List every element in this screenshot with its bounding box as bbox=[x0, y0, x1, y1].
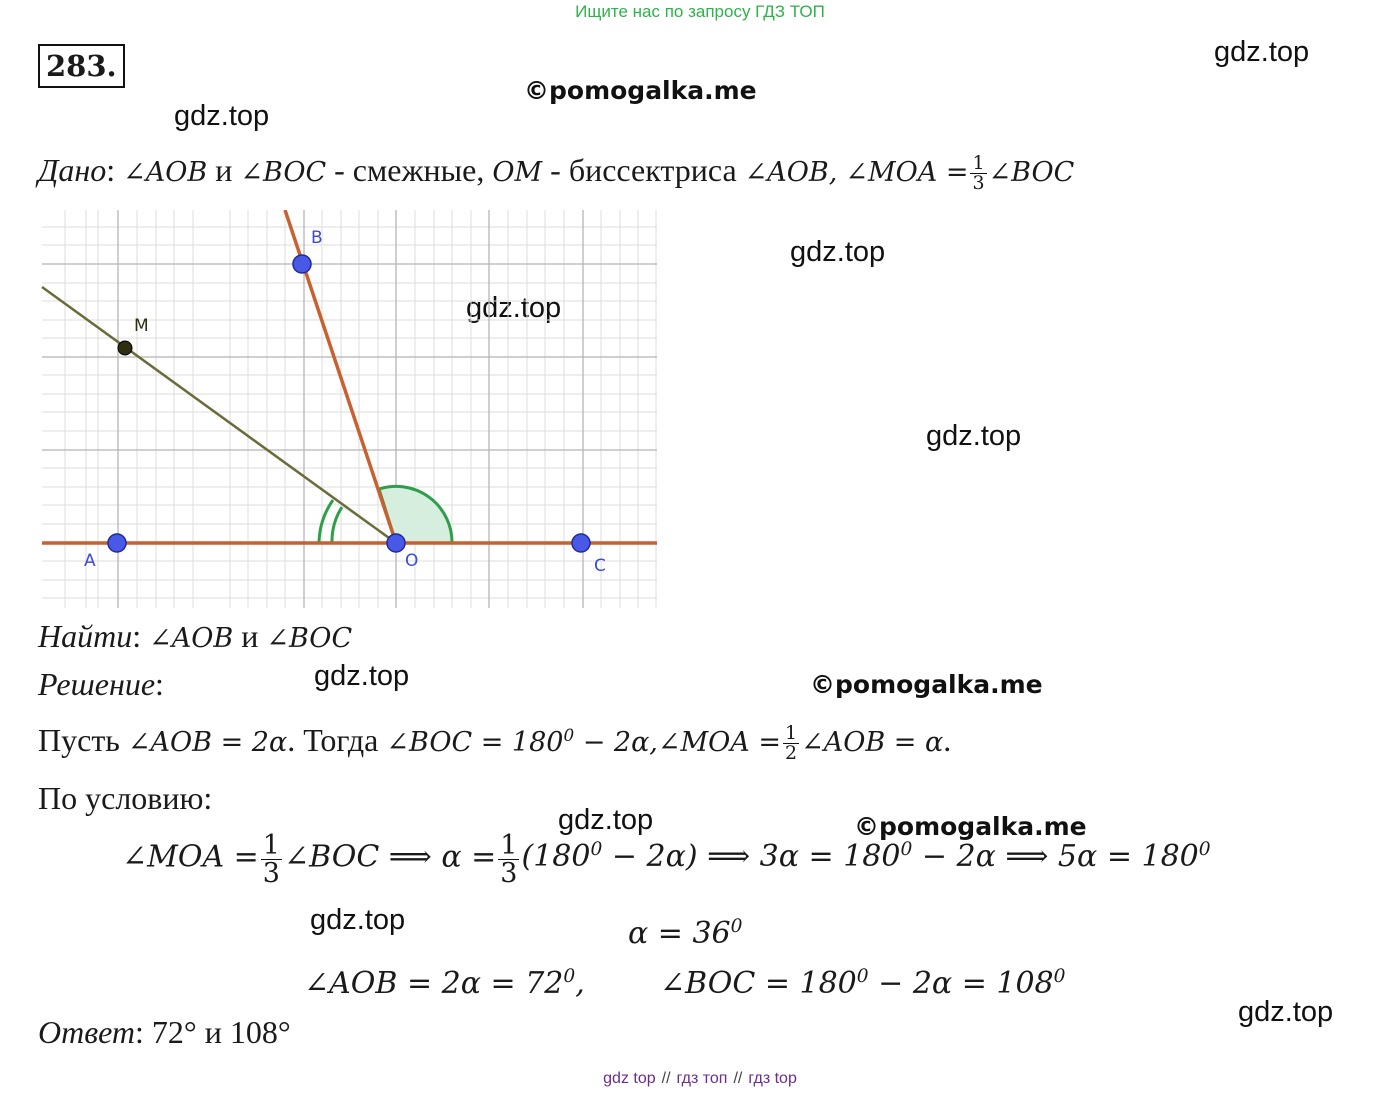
angle-aom-arc-outer bbox=[317, 499, 335, 544]
watermark-pomogalka: ©pomogalka.me bbox=[810, 670, 1043, 699]
label-m: M bbox=[134, 316, 149, 336]
equation-result-boc: ∠BOC = 1800 − 2α = 1080 bbox=[660, 966, 1066, 1001]
label-a: A bbox=[84, 551, 96, 571]
ray-om bbox=[41, 285, 397, 545]
label-b: B bbox=[311, 228, 323, 248]
geometry-figure: A O C B M bbox=[41, 210, 657, 608]
footer-links: gdz top//гдз топ//гдз top bbox=[603, 1070, 797, 1087]
equation-main: ∠MOA = 1 3 ∠BOC ⟹ α = 1 3 (1800 − 2α) ⟹ 3α = 1… bbox=[122, 830, 1211, 889]
label-o: O bbox=[405, 551, 418, 571]
watermark-gdz: gdz.top bbox=[558, 804, 654, 836]
watermark-gdz: gdz.top bbox=[926, 420, 1022, 452]
point-b bbox=[292, 254, 312, 274]
problem-number: 283. bbox=[38, 44, 125, 88]
footer-link-gdz-top[interactable]: gdz top bbox=[603, 1070, 656, 1087]
solution-let-line: Пусть ∠AOB = 2α. Тогда ∠BOC = 1800 − 2α,… bbox=[38, 722, 952, 765]
point-a bbox=[107, 533, 127, 553]
watermark-gdz: gdz.top bbox=[310, 904, 406, 936]
watermark-pomogalka: ©pomogalka.me bbox=[524, 76, 757, 105]
angle-aom-arc-inner bbox=[330, 506, 344, 544]
equation-result: ∠AOB = 2α = 720, bbox=[304, 966, 585, 1001]
watermark-gdz: gdz.top bbox=[1214, 36, 1310, 68]
equation-alpha: α = 360 bbox=[628, 916, 743, 951]
watermark-gdz: gdz.top bbox=[174, 100, 270, 132]
footer-link-gdz-top-mixed[interactable]: гдз top bbox=[748, 1070, 797, 1087]
given-line: Дано: ∠AOB и ∠BOC - смежные, OM - биссек… bbox=[38, 152, 1075, 195]
solution-label: Решение: bbox=[38, 666, 164, 702]
top-banner: Ищите нас по запросу ГДЗ ТОП bbox=[575, 2, 825, 21]
watermark-pomogalka: ©pomogalka.me bbox=[854, 812, 1087, 841]
angle-boc-arc bbox=[377, 484, 454, 545]
major-grid bbox=[42, 210, 657, 608]
given-label: Дано bbox=[38, 152, 107, 188]
answer-line: Ответ: 72° и 108° bbox=[38, 1014, 291, 1050]
watermark-gdz: gdz.top bbox=[790, 236, 886, 268]
point-m bbox=[117, 340, 133, 356]
watermark-gdz: gdz.top bbox=[1238, 996, 1334, 1028]
point-c bbox=[571, 533, 591, 553]
point-o bbox=[386, 533, 406, 553]
label-c: C bbox=[594, 556, 606, 576]
footer-link-gdz-top-ru[interactable]: гдз топ bbox=[676, 1070, 728, 1087]
by-condition: По условию: bbox=[38, 780, 213, 816]
watermark-gdz: gdz.top bbox=[314, 660, 410, 692]
find-line: Найти: ∠AOB и ∠BOC bbox=[38, 618, 353, 654]
